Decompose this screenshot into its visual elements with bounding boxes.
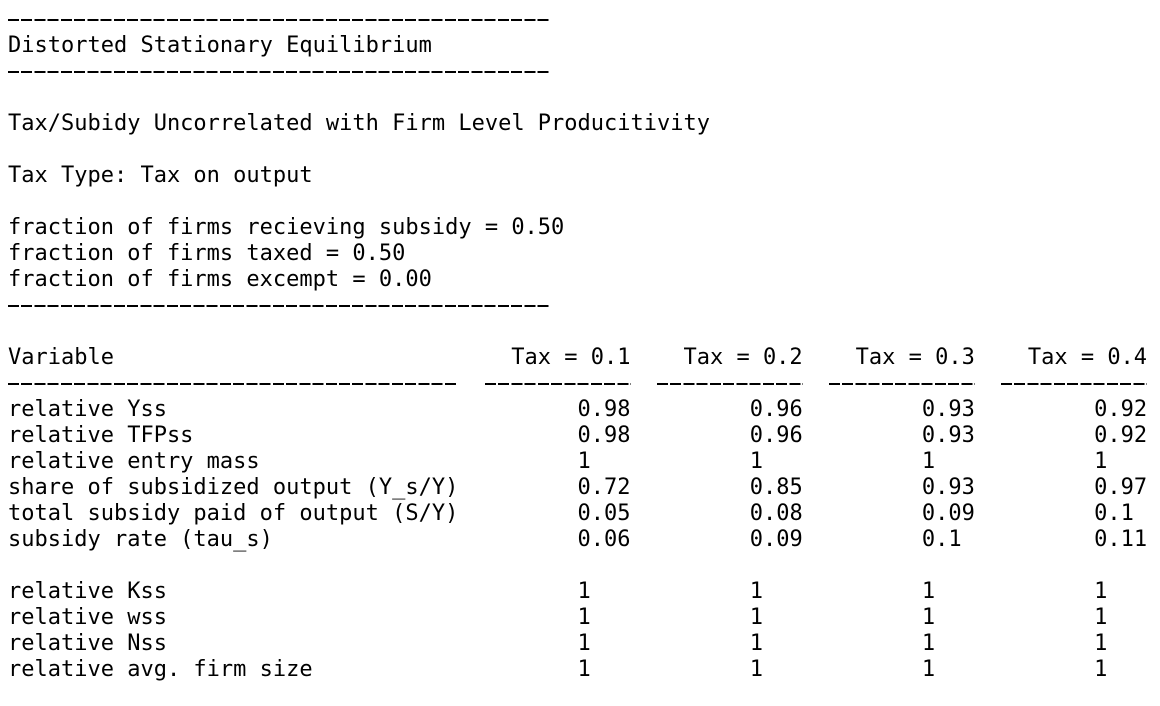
separator [8,305,552,307]
cell-value: 0.06 [577,527,631,552]
tax-type: Tax Type: Tax on output [8,163,313,188]
cell-value: 1 [921,605,936,630]
separator [1001,383,1148,385]
cell-value: 0.08 [749,501,803,526]
column-header: Tax = 0.1 [511,345,631,370]
separator [8,383,459,385]
row-label: relative Nss [8,631,167,656]
separator [829,383,975,385]
column-header: Tax = 0.2 [683,345,803,370]
cell-value: 1 [749,579,763,604]
cell-value: 0.93 [921,475,975,500]
cell-value: 0.05 [577,501,631,526]
column-header: Tax = 0.3 [855,345,975,370]
cell-value: 0.11 [1094,527,1148,552]
cell-value: 1 [921,579,936,604]
cell-value: 0.96 [749,423,803,448]
separator [484,383,631,385]
fraction-line: fraction of firms taxed = 0.50 [8,241,406,266]
cell-value: 0.92 [1094,423,1148,448]
cell-value: 0.1 [921,527,962,552]
separator [8,19,552,21]
fraction-line: fraction of firms recieving subsidy = 0.… [8,215,565,240]
cell-value: 1 [921,449,936,474]
cell-value: 0.09 [749,527,803,552]
cell-value: 0.97 [1094,475,1148,500]
cell-value: 0.98 [577,397,631,422]
row-label: relative wss [8,605,167,630]
cell-value: 0.1 [1094,501,1134,526]
cell-value: 1 [577,449,591,474]
cell-value: 1 [577,605,591,630]
cell-value: 1 [749,449,763,474]
cell-value: 1 [749,605,763,630]
fraction-line: fraction of firms excempt = 0.00 [8,267,432,292]
cell-value: 0.85 [749,475,803,500]
cell-value: 0.09 [921,501,975,526]
cell-value: 0.98 [577,423,631,448]
row-label: relative TFPss [8,423,194,448]
cell-value: 1 [577,631,591,656]
description: Tax/Subidy Uncorrelated with Firm Level … [8,111,710,136]
column-header: Variable [8,345,114,370]
cell-value: 1 [1094,579,1108,604]
separator [8,71,552,73]
cell-value: 0.93 [921,423,975,448]
row-label: relative Yss [8,397,167,422]
cell-value: 1 [1094,657,1108,682]
cell-value: 1 [1094,631,1108,656]
cell-value: 0.96 [749,397,803,422]
cell-value: 1 [1094,605,1108,630]
cell-value: 1 [1094,449,1108,474]
cell-value: 0.92 [1094,397,1148,422]
cell-value: 1 [577,579,591,604]
cell-value: 1 [577,657,591,682]
cell-value: 1 [749,657,763,682]
cell-value: 1 [921,631,936,656]
row-label: share of subsidized output (Y_s/Y) [8,475,459,500]
cell-value: 1 [749,631,763,656]
column-header: Tax = 0.4 [1027,345,1148,370]
row-label: subsidy rate (tau_s) [8,527,273,552]
row-label: relative avg. firm size [8,657,313,682]
separator [657,383,803,385]
title: Distorted Stationary Equilibrium [8,33,432,58]
cell-value: 0.72 [577,475,631,500]
cell-value: 1 [921,657,936,682]
cell-value: 0.93 [921,397,975,422]
row-label: relative entry mass [8,449,260,474]
row-label: total subsidy paid of output (S/Y) [8,501,459,526]
row-label: relative Kss [8,579,167,604]
